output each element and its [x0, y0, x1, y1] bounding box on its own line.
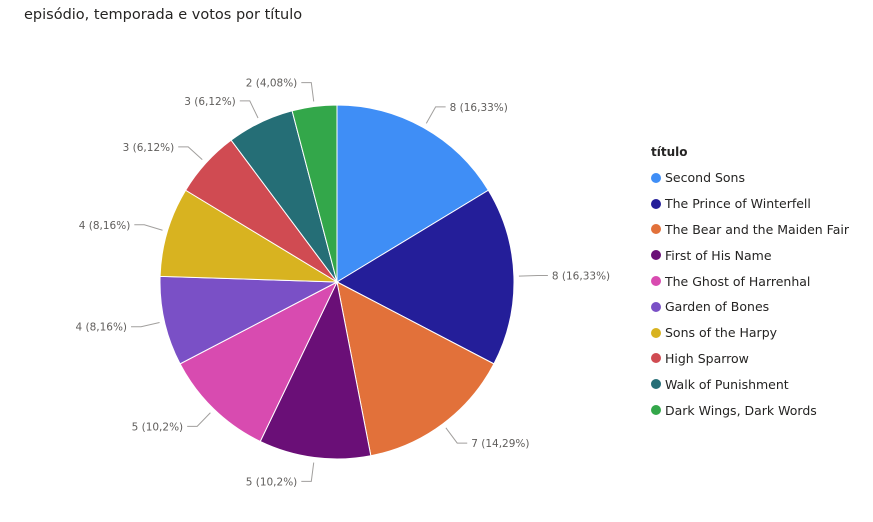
legend-item[interactable]: The Prince of Winterfell [651, 191, 849, 217]
legend: título Second Sons The Prince of Winterfe… [651, 145, 849, 423]
leader-line [239, 100, 259, 119]
leader-line [134, 224, 163, 231]
legend-marker [651, 198, 661, 209]
legend-label: Second Sons [665, 170, 745, 186]
legend-label: First of His Name [665, 247, 772, 263]
legend-marker [651, 327, 661, 338]
pie-slice[interactable] [259, 280, 372, 460]
leader-line [187, 412, 211, 427]
legend-item[interactable]: Garden of Bones [651, 294, 849, 320]
legend-marker [651, 224, 661, 235]
data-label: 2 (4,08%) [246, 78, 298, 90]
legend-item[interactable]: Second Sons [651, 165, 849, 191]
legend-marker [651, 405, 661, 416]
legend-item[interactable]: High Sparrow [651, 346, 849, 372]
legend-label: Dark Wings, Dark Words [665, 402, 817, 418]
data-label: 5 (10,2%) [132, 421, 184, 433]
pie-slice[interactable] [291, 104, 338, 283]
data-label: 4 (8,16%) [75, 322, 127, 334]
legend-label: The Bear and the Maiden Fair [665, 221, 849, 237]
legend-label: The Prince of Winterfell [665, 196, 811, 212]
data-label: 3 (6,12%) [184, 96, 236, 108]
data-label: 5 (10,2%) [246, 476, 298, 488]
legend-item[interactable]: Dark Wings, Dark Words [651, 397, 849, 423]
legend-item[interactable]: First of His Name [651, 242, 849, 268]
pie-slice[interactable] [335, 189, 515, 365]
legend-marker [651, 172, 661, 183]
legend-marker [651, 353, 661, 364]
leader-line [445, 427, 468, 444]
legend-title: título [651, 145, 688, 159]
data-label: 4 (8,16%) [79, 220, 131, 232]
legend-label: Walk of Punishment [665, 376, 789, 392]
leader-line [518, 275, 548, 277]
pie-slice[interactable] [336, 281, 495, 457]
legend-label: Sons of the Harpy [665, 325, 778, 341]
legend-item[interactable]: The Ghost of Harrenhal [651, 268, 849, 294]
legend-item[interactable]: Sons of the Harpy [651, 320, 849, 346]
pie-slice[interactable] [336, 104, 490, 283]
legend-item[interactable]: Walk of Punishment [651, 371, 849, 397]
legend-marker [651, 301, 661, 312]
legend-label: The Ghost of Harrenhal [665, 273, 811, 289]
legend-label: Garden of Bones [665, 299, 770, 315]
data-label: 8 (16,33%) [552, 271, 610, 283]
legend-marker [651, 379, 661, 390]
leader-line [301, 462, 315, 482]
data-label: 3 (6,12%) [123, 142, 175, 154]
pie-slice[interactable] [159, 275, 339, 365]
legend-item[interactable]: The Bear and the Maiden Fair [651, 217, 849, 243]
data-label: 7 (14,29%) [471, 438, 529, 450]
data-label: 8 (16,33%) [450, 102, 508, 114]
legend-marker [651, 250, 661, 261]
pie-slice[interactable] [179, 280, 339, 443]
leader-line [425, 106, 446, 124]
leader-line [131, 322, 160, 328]
legend-label: High Sparrow [665, 350, 749, 366]
leader-line [301, 82, 315, 102]
leader-line [178, 146, 203, 161]
chart-title: episódio, temporada e votos por título [24, 7, 303, 23]
pie-slice[interactable] [159, 189, 339, 283]
legend-marker [651, 276, 661, 287]
